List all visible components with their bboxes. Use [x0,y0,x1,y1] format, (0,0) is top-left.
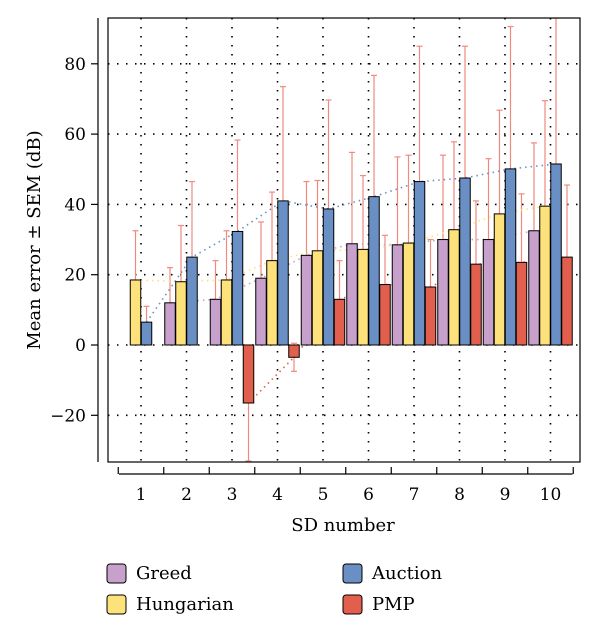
bar-greed [164,302,176,346]
x-tick-label: 3 [227,485,238,505]
legend-swatch-auction [342,563,363,584]
bar-pmp [333,298,346,346]
plot-frame [107,17,581,463]
bar-greed [255,277,267,346]
legend: Greed Hungarian Auction PMP [106,563,443,615]
bar-pmp [379,284,391,346]
x-axis: 1 2 3 4 5 6 7 8 9 10 [117,467,574,505]
y-tick-label: 60 [64,125,86,145]
bar-auction [413,181,426,346]
y-tick-label: 20 [64,266,86,286]
bar-hungarian [266,260,278,346]
legend-swatch-greed [106,563,127,584]
x-axis-title: SD number [291,515,395,536]
bar-pmp [561,256,573,346]
bar-hungarian [220,279,233,346]
x-tick-label: 1 [136,485,147,505]
bar-greed [391,244,404,346]
bar-auction [277,200,289,346]
x-tick-label: 7 [409,485,420,505]
bar-auction [368,196,380,346]
bar-hungarian [402,242,415,346]
bar-hungarian [129,279,142,346]
y-tick-label: 40 [64,195,86,215]
bar-greed [437,239,449,346]
grid-lines [108,18,580,462]
bar-auction [322,208,335,346]
bar-greed [528,230,540,346]
bar-auction [140,321,153,346]
bar-auction [459,177,471,346]
bars [129,163,573,404]
x-tick-label: 9 [500,485,511,505]
legend-label-auction: Auction [371,563,443,584]
legend-label-hungarian: Hungarian [136,594,234,615]
bar-pmp [288,344,300,358]
trend-line-hungarian [135,205,546,283]
x-tick-label: 10 [540,485,562,505]
bar-greed [300,254,313,346]
bar-hungarian [311,250,324,346]
bar-greed [209,298,222,346]
x-tick-label: 4 [272,485,283,505]
bar-pmp [424,286,437,346]
trend-line-auction [145,163,557,323]
legend-swatch-hungarian [106,594,127,615]
y-tick-label: −20 [50,406,86,426]
x-tick-label: 6 [363,485,374,505]
y-axis-title: Mean error ± SEM (dB) [24,130,45,349]
bar-auction [504,168,517,346]
x-tick-label: 2 [181,485,192,505]
bar-hungarian [493,213,506,346]
bar-greed [482,239,495,346]
legend-label-pmp: PMP [372,594,415,615]
y-tick-label: 0 [75,336,86,356]
bar-pmp [242,344,255,404]
bar-hungarian [357,248,369,346]
bar-auction [186,256,198,346]
y-axis: −20 0 20 40 60 80 [50,18,99,462]
bar-auction [231,230,244,346]
y-tick-label: 80 [64,55,86,75]
bar-greed [346,243,358,346]
bar-pmp [470,263,482,346]
bar-hungarian [539,205,551,346]
bar-auction [550,163,562,346]
x-tick-label: 5 [318,485,329,505]
bar-pmp [515,261,528,346]
bar-hungarian [175,281,187,346]
legend-swatch-pmp [342,594,363,615]
bar-hungarian [448,229,460,346]
legend-label-greed: Greed [136,563,192,584]
x-tick-label: 8 [454,485,465,505]
